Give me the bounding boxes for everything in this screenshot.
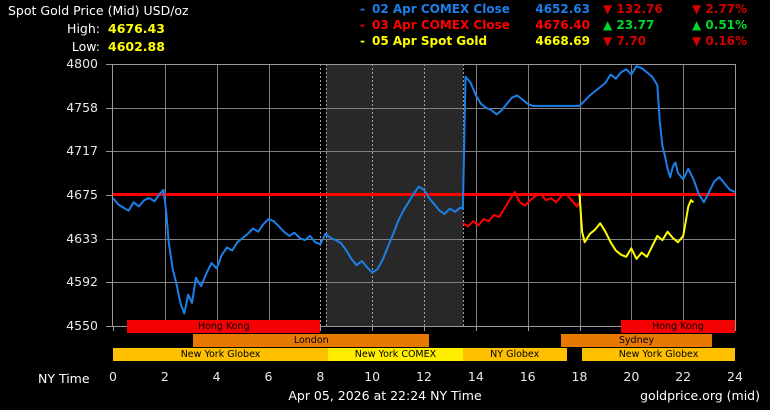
x-axis-tick-label: 6: [264, 369, 273, 384]
series-line: [462, 190, 581, 228]
session-bar-new-york-globex: New York Globex: [113, 348, 329, 361]
x-axis-tick-label: 14: [467, 369, 484, 384]
x-axis-tick-label: 8: [316, 369, 325, 384]
x-axis-tick-label: 22: [675, 369, 692, 384]
plot-area: [112, 64, 736, 326]
x-axis-tick: [372, 326, 373, 331]
chart-timestamp: Apr 05, 2026 at 22:24 NY Time: [288, 388, 482, 403]
legend-dash: -: [360, 18, 365, 32]
legend-percent: ▼ 0.16%: [692, 34, 748, 48]
session-bar-ny-globex: NY Globex: [462, 348, 567, 361]
y-axis-tick: [106, 64, 113, 65]
y-axis-tick: [106, 151, 113, 152]
session-bar-london: London: [193, 334, 430, 347]
price-series: [112, 65, 736, 315]
page-title: Spot Gold Price (Mid) USD/oz: [8, 3, 189, 18]
legend-value: 4652.63: [535, 2, 590, 16]
y-axis-tick-label: 4633: [66, 231, 98, 247]
legend-change: ▼ 132.76: [603, 2, 663, 16]
legend-dash: -: [360, 34, 365, 48]
legend-row: - 05 Apr Spot Gold 4668.69 ▼ 7.70 ▼ 0.16…: [360, 34, 765, 50]
x-axis-tick-label: 16: [519, 369, 536, 384]
x-axis-tick: [424, 326, 425, 331]
legend-label: 03 Apr COMEX Close: [372, 18, 510, 32]
y-axis-tick: [106, 282, 113, 283]
low-label: Low:: [71, 39, 100, 54]
reference-line: [113, 192, 735, 196]
x-axis-tick: [580, 326, 581, 331]
chart-legend: - 02 Apr COMEX Close 4652.63 ▼ 132.76 ▼ …: [360, 2, 765, 50]
legend-percent: ▲ 0.51%: [692, 18, 748, 32]
legend-value: 4668.69: [535, 34, 590, 48]
y-axis-tick-label: 4675: [66, 187, 98, 202]
legend-label: 02 Apr COMEX Close: [372, 2, 510, 16]
x-axis-tick-label: 12: [416, 369, 432, 384]
legend-label: 05 Apr Spot Gold: [372, 34, 488, 48]
y-axis-tick: [106, 195, 113, 196]
y-axis-tick: [106, 239, 113, 240]
low-value: 4602.88: [108, 39, 165, 54]
y-axis-tick-label: 4758: [66, 100, 98, 116]
plot-top-border: [112, 64, 736, 65]
x-axis-tick-label: 20: [623, 369, 640, 384]
legend-row: - 02 Apr COMEX Close 4652.63 ▼ 132.76 ▼ …: [360, 2, 765, 18]
x-axis-tick-label: 4: [212, 369, 221, 384]
y-axis-tick-label: 4592: [66, 273, 98, 289]
session-bar-hong-kong: Hong Kong: [620, 320, 735, 333]
legend-change: ▼ 7.70: [603, 34, 647, 48]
y-axis-tick-label: 4550: [66, 318, 98, 333]
legend-row: - 03 Apr COMEX Close 4676.40 ▲ 23.77 ▲ 0…: [360, 18, 765, 34]
y-axis-tick: [106, 326, 113, 327]
x-axis-tick-label: 18: [571, 369, 588, 384]
high-label: High:: [67, 21, 100, 36]
legend-change: ▲ 23.77: [603, 18, 655, 32]
session-bar-new-york-comex: New York COMEX: [328, 348, 463, 361]
session-bar-new-york-globex: New York Globex: [582, 348, 735, 361]
plot-right-border: [735, 64, 736, 327]
x-axis-tick: [320, 326, 321, 331]
legend-percent: ▼ 2.77%: [692, 2, 748, 16]
session-bar-sydney: Sydney: [561, 334, 712, 347]
x-axis-tick: [476, 326, 477, 331]
series-line: [112, 65, 736, 315]
high-value: 4676.43: [108, 21, 165, 36]
series-line: [578, 193, 695, 260]
legend-value: 4676.40: [535, 18, 590, 32]
session-bar-hong-kong: Hong Kong: [127, 320, 321, 333]
x-axis-tick-label: 0: [109, 369, 117, 384]
x-axis-tick-label: 2: [160, 369, 169, 384]
x-axis-tick: [735, 326, 736, 331]
x-axis-tick: [113, 326, 114, 331]
legend-dash: -: [360, 2, 365, 16]
x-axis-title: NY Time: [38, 371, 90, 386]
source-attribution: goldprice.org (mid): [640, 388, 760, 403]
y-axis-tick-label: 4717: [66, 142, 98, 158]
y-axis-tick: [106, 108, 113, 109]
x-axis-tick-label: 10: [364, 369, 381, 384]
y-axis-tick-label: 4800: [66, 56, 98, 71]
x-axis-tick-label: 24: [727, 369, 743, 384]
x-axis-tick: [528, 326, 529, 331]
